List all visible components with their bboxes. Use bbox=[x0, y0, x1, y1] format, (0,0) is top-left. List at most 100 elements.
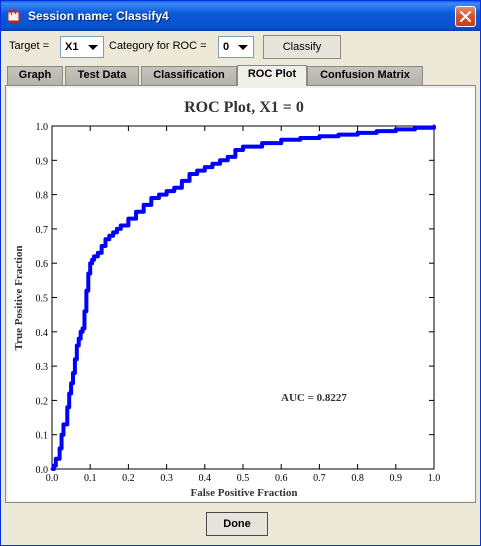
close-button[interactable] bbox=[455, 6, 476, 27]
y-tick-label: 0.6 bbox=[36, 259, 49, 270]
roc-point bbox=[126, 217, 130, 221]
category-dropdown[interactable]: 0 bbox=[218, 36, 254, 58]
roc-point bbox=[218, 158, 222, 162]
roc-point bbox=[58, 446, 62, 450]
x-axis-label: False Positive Fraction bbox=[191, 487, 298, 499]
roc-point bbox=[157, 193, 161, 197]
roc-point bbox=[317, 134, 321, 138]
roc-point bbox=[71, 371, 75, 375]
roc-point bbox=[172, 186, 176, 190]
roc-point bbox=[279, 138, 283, 142]
java-app-icon bbox=[7, 8, 22, 23]
roc-point bbox=[84, 289, 88, 293]
roc-point bbox=[69, 381, 73, 385]
roc-point bbox=[356, 131, 360, 135]
y-tick-label: 0.5 bbox=[36, 294, 49, 305]
roc-point bbox=[61, 422, 65, 426]
roc-point bbox=[81, 326, 85, 330]
y-tick-label: 0.8 bbox=[36, 191, 49, 202]
toolbar: Target = X1 Category for ROC = 0 Classif… bbox=[5, 32, 476, 62]
roc-point bbox=[92, 254, 96, 258]
y-tick-label: 0.0 bbox=[36, 465, 49, 476]
y-tick-label: 0.7 bbox=[36, 225, 49, 236]
classify-button[interactable]: Classify bbox=[263, 35, 341, 59]
title-bar[interactable]: Session name: Classify4 bbox=[1, 1, 480, 31]
roc-point bbox=[67, 392, 71, 396]
plot-background: ROC Plot, X1 = 0 False Positive Fraction… bbox=[8, 88, 475, 501]
target-label: Target = bbox=[9, 40, 50, 52]
x-tick-label: 0.2 bbox=[122, 473, 135, 484]
roc-point bbox=[86, 271, 90, 275]
y-tick-label: 0.1 bbox=[36, 431, 49, 442]
y-tick-label: 0.2 bbox=[36, 396, 49, 407]
roc-point bbox=[77, 337, 81, 341]
roc-point bbox=[65, 405, 69, 409]
auc-annotation: AUC = 0.8227 bbox=[281, 392, 347, 404]
roc-point bbox=[142, 203, 146, 207]
tab-classification[interactable]: Classification bbox=[141, 66, 237, 85]
roc-point bbox=[210, 162, 214, 166]
x-tick-label: 0.7 bbox=[313, 473, 326, 484]
x-tick-label: 0.8 bbox=[351, 473, 364, 484]
close-icon bbox=[460, 11, 471, 22]
roc-point bbox=[337, 133, 340, 137]
roc-point bbox=[111, 230, 115, 234]
roc-panel: ROC Plot, X1 = 0 False Positive Fraction… bbox=[5, 85, 476, 503]
roc-point bbox=[107, 234, 111, 238]
category-label: Category for ROC = bbox=[109, 40, 207, 52]
chevron-down-icon bbox=[88, 45, 98, 50]
window-title: Session name: Classify4 bbox=[28, 9, 169, 23]
done-button[interactable]: Done bbox=[206, 512, 268, 536]
roc-point bbox=[79, 330, 83, 334]
target-dropdown[interactable]: X1 bbox=[60, 36, 104, 58]
y-tick-label: 0.9 bbox=[36, 156, 49, 167]
roc-point bbox=[88, 261, 92, 265]
y-tick-label: 0.3 bbox=[36, 362, 49, 373]
roc-point bbox=[75, 344, 79, 348]
roc-point bbox=[119, 223, 123, 227]
x-tick-label: 0.1 bbox=[84, 473, 97, 484]
tab-confusion-matrix[interactable]: Confusion Matrix bbox=[307, 66, 423, 85]
tab-bar: Graph Test Data Classification ROC Plot … bbox=[5, 65, 476, 86]
roc-chart: ROC Plot, X1 = 0 False Positive Fraction… bbox=[13, 99, 441, 499]
roc-point bbox=[82, 309, 86, 313]
roc-curve-line bbox=[51, 125, 436, 471]
roc-point bbox=[149, 196, 153, 200]
roc-point bbox=[203, 165, 207, 169]
roc-point bbox=[60, 433, 64, 437]
x-tick-label: 1.0 bbox=[428, 473, 441, 484]
x-tick-label: 0.3 bbox=[160, 473, 173, 484]
target-value: X1 bbox=[65, 41, 79, 53]
roc-point bbox=[96, 251, 100, 255]
chevron-down-icon bbox=[238, 45, 248, 50]
roc-point bbox=[100, 244, 104, 248]
x-tick-label: 0.4 bbox=[199, 473, 212, 484]
tab-test-data[interactable]: Test Data bbox=[65, 66, 139, 85]
roc-point bbox=[52, 464, 56, 468]
roc-point bbox=[180, 179, 184, 183]
y-tick-label: 1.0 bbox=[36, 122, 49, 133]
y-tick-label: 0.4 bbox=[36, 328, 49, 339]
roc-point bbox=[375, 129, 379, 133]
roc-point bbox=[54, 457, 58, 461]
roc-point bbox=[188, 172, 192, 176]
roc-point bbox=[50, 467, 54, 471]
tab-graph[interactable]: Graph bbox=[7, 66, 63, 85]
roc-point bbox=[90, 258, 94, 262]
roc-point bbox=[103, 237, 107, 241]
y-axis-label: True Positive Fraction bbox=[13, 246, 25, 351]
roc-point bbox=[73, 357, 77, 361]
roc-point bbox=[241, 145, 245, 149]
roc-point bbox=[226, 155, 230, 159]
category-value: 0 bbox=[223, 41, 230, 53]
roc-point bbox=[134, 210, 138, 214]
roc-point bbox=[394, 127, 398, 131]
roc-point bbox=[260, 141, 264, 145]
roc-point bbox=[233, 148, 237, 152]
tab-roc-plot[interactable]: ROC Plot bbox=[237, 65, 307, 86]
x-tick-label: 0.0 bbox=[46, 473, 59, 484]
x-tick-label: 0.5 bbox=[237, 473, 250, 484]
x-tick-label: 0.9 bbox=[390, 473, 403, 484]
roc-point bbox=[432, 124, 436, 128]
